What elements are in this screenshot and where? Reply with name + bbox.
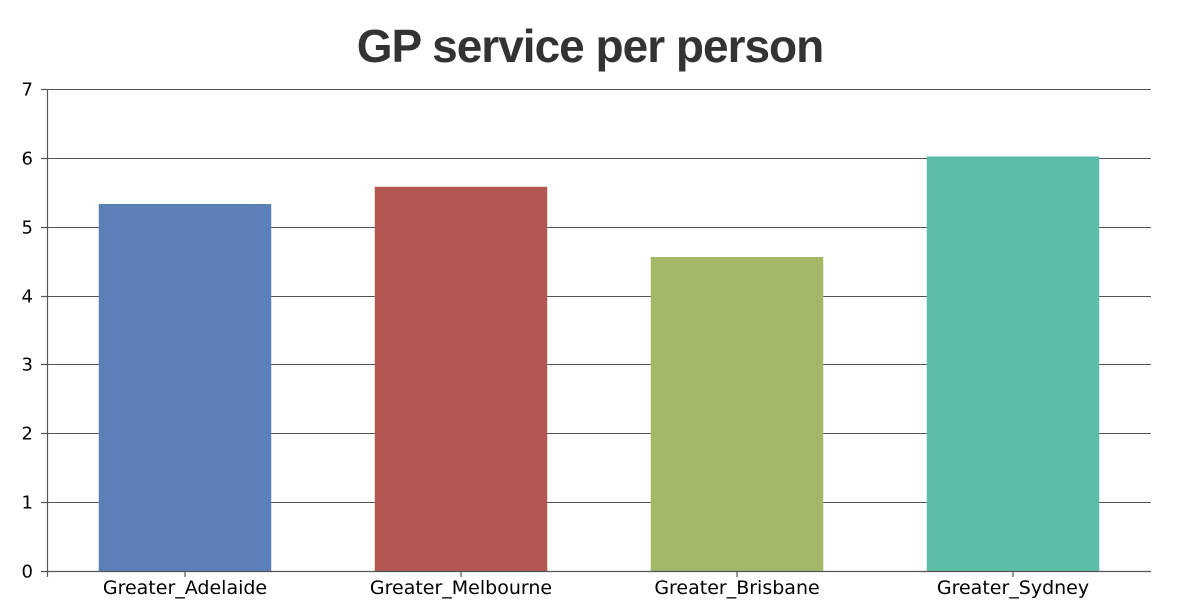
x-category-label: Greater_Adelaide <box>103 577 267 599</box>
y-tick-label: 3 <box>22 355 33 376</box>
y-tick-label: 2 <box>22 424 33 445</box>
y-tick-label: 0 <box>22 562 33 583</box>
bar-greater-adelaide <box>98 203 272 571</box>
x-category-label: Greater_Brisbane <box>654 577 819 599</box>
y-axis-ticks: 0 1 2 3 4 5 6 7 <box>22 80 47 583</box>
bar-greater-melbourne <box>374 186 548 571</box>
bar-greater-brisbane <box>650 257 824 571</box>
bar-greater-sydney <box>926 156 1100 572</box>
bars <box>98 156 1100 572</box>
y-tick-label: 6 <box>22 149 33 170</box>
y-tick-label: 1 <box>22 493 33 514</box>
chart-title: GP service per person <box>357 20 824 72</box>
y-tick-label: 4 <box>22 287 33 308</box>
axes <box>46 89 1151 577</box>
x-category-label: Greater_Sydney <box>937 577 1089 599</box>
x-category-label: Greater_Melbourne <box>370 577 552 599</box>
x-axis-labels: Greater_Adelaide Greater_Melbourne Greater… <box>103 571 1089 599</box>
y-tick-label: 7 <box>22 80 33 101</box>
y-tick-label: 5 <box>22 218 33 239</box>
